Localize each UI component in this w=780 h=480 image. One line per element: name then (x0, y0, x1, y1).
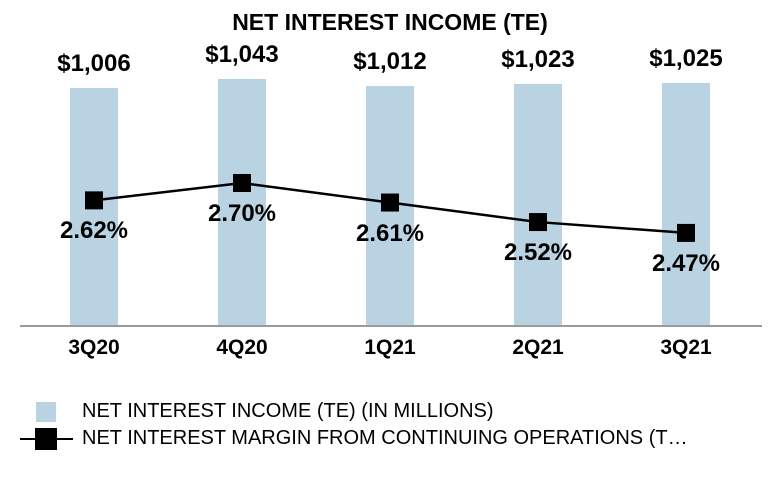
margin-value-label: 2.61% (355, 219, 425, 247)
category-label-2q21: 2Q21 (512, 336, 564, 359)
bar-3q20 (70, 87, 118, 326)
bar-value-label: $1,006 (57, 49, 131, 77)
bar-1q21 (366, 86, 414, 326)
category-label-3q20: 3Q20 (68, 336, 120, 359)
margin-value-label: 2.52% (503, 239, 573, 267)
category-label-1q21: 1Q21 (364, 336, 416, 359)
x-axis-line (20, 325, 762, 327)
margin-value-label: 2.70% (207, 200, 277, 227)
category-label-3q21: 3Q21 (660, 336, 712, 359)
bar-2q21 (514, 83, 562, 326)
bar-3q21 (662, 83, 710, 326)
legend-label-line-series: NET INTEREST MARGIN FROM CONTINUING OPER… (82, 427, 688, 449)
bar-value-label: $1,023 (501, 45, 575, 73)
legend-label-bar-series: NET INTEREST INCOME (TE) (IN MILLIONS) (82, 400, 494, 422)
bar-value-label: $1,025 (649, 45, 723, 73)
bar-value-label: $1,012 (353, 48, 427, 76)
bar-series-swatch-icon (36, 401, 56, 422)
legend: NET INTEREST INCOME (TE) (IN MILLIONS) N… (0, 399, 780, 451)
legend-item-line-series: NET INTEREST MARGIN FROM CONTINUING OPER… (20, 426, 780, 451)
margin-value-label: 2.62% (59, 217, 129, 245)
category-label-4q20: 4Q20 (216, 336, 268, 359)
legend-item-bar-series: NET INTEREST INCOME (TE) (IN MILLIONS) (36, 399, 780, 424)
margin-value-label: 2.47% (651, 249, 721, 277)
line-series-marker-icon (20, 427, 73, 450)
chart-title: NET INTEREST INCOME (TE) (232, 9, 548, 35)
bar-value-label: $1,043 (205, 41, 279, 68)
